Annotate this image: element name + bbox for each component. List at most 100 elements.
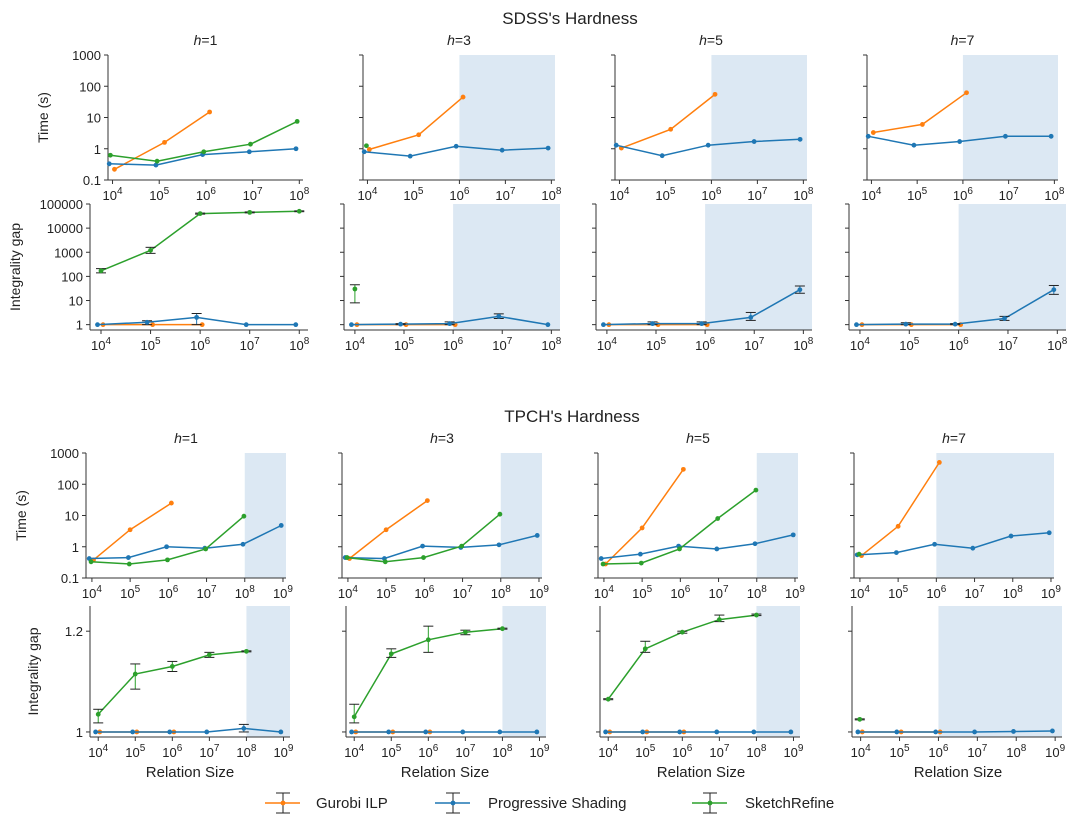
data-point <box>751 139 757 144</box>
panel-tpch-time-1: 0.1 1 10 100 1000 104 105 106 107 108 109 h=1 Time (… <box>13 430 293 601</box>
shaded-region <box>459 55 555 180</box>
tick-label: 1 <box>76 318 83 333</box>
tick-label: 104 <box>88 743 108 760</box>
tick-label: 107 <box>243 186 263 203</box>
data-point <box>1011 729 1016 734</box>
data-point <box>361 149 367 155</box>
data-point <box>854 322 859 328</box>
series-progressive-shading <box>95 312 299 328</box>
x-axis-label: Relation Size <box>914 764 1002 781</box>
data-point <box>788 729 794 735</box>
tick-label: 104 <box>82 584 102 601</box>
data-point <box>364 143 369 149</box>
tick-label: 105 <box>646 336 666 353</box>
data-point <box>603 729 609 735</box>
tick-label: 1.2 <box>65 624 83 639</box>
tick-label: 105 <box>899 336 919 353</box>
data-point <box>650 321 655 327</box>
tick-label: 10000 <box>47 221 83 236</box>
tick-label: 106 <box>158 584 178 601</box>
data-point <box>144 319 150 325</box>
data-point <box>241 726 247 731</box>
tick-label: 104 <box>598 743 618 760</box>
series-progressive-shading <box>613 136 803 159</box>
tick-label: 100 <box>61 269 83 284</box>
data-point <box>856 551 862 557</box>
data-point <box>154 158 160 164</box>
data-point <box>638 560 644 566</box>
data-point <box>165 557 170 563</box>
tick-label: 105 <box>635 743 655 760</box>
data-point <box>659 153 665 159</box>
data-point <box>278 523 284 528</box>
data-point <box>127 527 133 533</box>
data-point <box>790 532 796 538</box>
data-point <box>957 139 963 144</box>
data-point <box>1048 133 1054 139</box>
data-point <box>751 729 757 735</box>
tick-label: 104 <box>850 584 870 601</box>
tick-label: 105 <box>149 186 169 203</box>
series-line <box>857 730 1053 733</box>
panel-title: h=7 <box>942 430 966 446</box>
tick-label: 108 <box>793 336 813 353</box>
tick-label: 100000 <box>40 197 83 212</box>
panel-sdss-time-3: 104 105 106 107 108 h=5 <box>609 32 813 203</box>
panel-sdss-time-4: 104 105 106 107 108 h=7 <box>861 32 1064 203</box>
series-sketchrefine <box>349 284 360 304</box>
tick-label: 108 <box>1006 743 1026 760</box>
panel-sdss-gap-1: 1 10 100 1000 10000 100000 104 105 106 107 108 Inte… <box>7 197 310 353</box>
shaded-region <box>938 606 1062 737</box>
data-point <box>1002 316 1007 321</box>
tick-label: 108 <box>492 743 512 760</box>
data-point <box>680 466 686 472</box>
series-line <box>873 92 967 134</box>
data-point <box>106 161 112 167</box>
data-point <box>600 561 606 567</box>
panel-tpch-gap-1: 1 1.2 104 105 106 107 108 109 Integrality gap <box>25 606 294 760</box>
data-point <box>919 122 925 127</box>
data-point <box>496 313 502 319</box>
data-point <box>243 322 249 328</box>
series-progressive-shading <box>865 133 1054 148</box>
panel-title: h=1 <box>194 32 218 48</box>
data-point <box>206 652 212 658</box>
tick-label: 105 <box>403 186 423 203</box>
legend-label: SketchRefine <box>745 795 834 812</box>
data-point <box>797 287 803 293</box>
data-point <box>642 646 648 652</box>
tick-label: 104 <box>861 186 881 203</box>
data-point <box>679 629 685 635</box>
tick-label: 108 <box>491 584 511 601</box>
data-point <box>293 146 299 152</box>
data-point <box>545 145 551 151</box>
tick-label: 108 <box>541 186 561 203</box>
data-point <box>98 268 104 274</box>
series-progressive-shading <box>601 285 805 328</box>
tick-label: 105 <box>394 336 414 353</box>
data-point <box>499 147 505 153</box>
data-point <box>640 729 646 735</box>
data-point <box>895 523 901 529</box>
data-point <box>753 487 759 493</box>
tick-label: 107 <box>709 584 729 601</box>
data-point <box>240 541 246 547</box>
data-point <box>668 126 674 132</box>
tick-label: 104 <box>345 336 365 353</box>
data-point <box>613 142 619 148</box>
panel-title: h=5 <box>686 430 710 446</box>
series-line <box>857 532 1050 556</box>
tick-label: 105 <box>890 743 910 760</box>
tick-label: 108 <box>541 336 561 353</box>
data-point <box>870 130 876 135</box>
data-point <box>199 322 205 328</box>
data-point <box>162 139 167 145</box>
data-point <box>132 671 138 677</box>
tick-label: 106 <box>196 186 216 203</box>
data-point <box>130 729 136 735</box>
tick-label: 106 <box>449 186 469 203</box>
data-point <box>247 209 253 215</box>
series-line <box>93 502 172 561</box>
data-point <box>865 133 871 139</box>
series-gurobi-ilp <box>603 466 686 567</box>
